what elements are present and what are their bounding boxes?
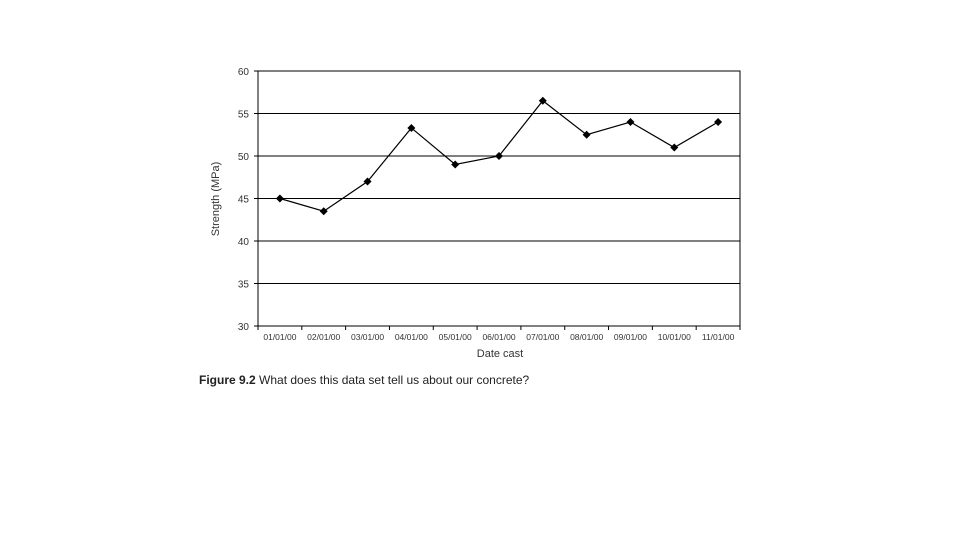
data-point-marker [363, 177, 372, 186]
x-tick-label: 03/01/00 [351, 332, 384, 342]
figure-caption: Figure 9.2 What does this data set tell … [199, 373, 529, 387]
figure-caption-text: What does this data set tell us about ou… [259, 373, 530, 387]
x-tick-label: 04/01/00 [395, 332, 428, 342]
y-axis-label: Strength (MPa) [210, 162, 222, 237]
gridlines [258, 113, 740, 284]
y-tick-label: 55 [238, 110, 250, 121]
data-markers [275, 96, 723, 216]
x-tick-label: 10/01/00 [658, 332, 691, 342]
figure-label: Figure 9.2 [199, 373, 256, 387]
x-tick-label: 08/01/00 [570, 332, 603, 342]
data-point-marker [275, 194, 284, 203]
data-point-marker [319, 207, 328, 216]
x-tick-label: 01/01/00 [263, 332, 296, 342]
data-point-marker [714, 118, 723, 126]
x-axis-ticks: 01/01/00 02/01/00 03/01/00 04/01/00 05/01/00… [257, 326, 741, 342]
y-tick-label: 45 [238, 195, 250, 206]
data-point-marker [538, 96, 547, 105]
x-tick-label: 06/01/00 [482, 332, 515, 342]
data-point-marker [495, 152, 503, 160]
y-tick-label: 50 [238, 152, 250, 163]
x-tick-label: 02/01/00 [307, 332, 340, 342]
y-tick-label: 35 [238, 280, 250, 291]
x-tick-label: 07/01/00 [526, 332, 559, 342]
data-point-marker [582, 130, 591, 139]
x-tick-label: 05/01/00 [439, 332, 472, 342]
x-tick-label: 11/01/00 [702, 332, 735, 342]
data-point-marker [407, 123, 416, 132]
data-point-marker [451, 160, 460, 169]
y-tick-label: 30 [238, 322, 250, 333]
x-tick-label: 09/01/00 [614, 332, 647, 342]
data-point-marker [626, 118, 635, 126]
x-axis-label: Date cast [477, 348, 523, 360]
y-axis-ticks: 30 35 40 45 50 55 60 [238, 67, 258, 333]
data-point-marker [670, 143, 679, 152]
y-tick-label: 40 [238, 237, 250, 248]
y-tick-label: 60 [238, 67, 250, 78]
